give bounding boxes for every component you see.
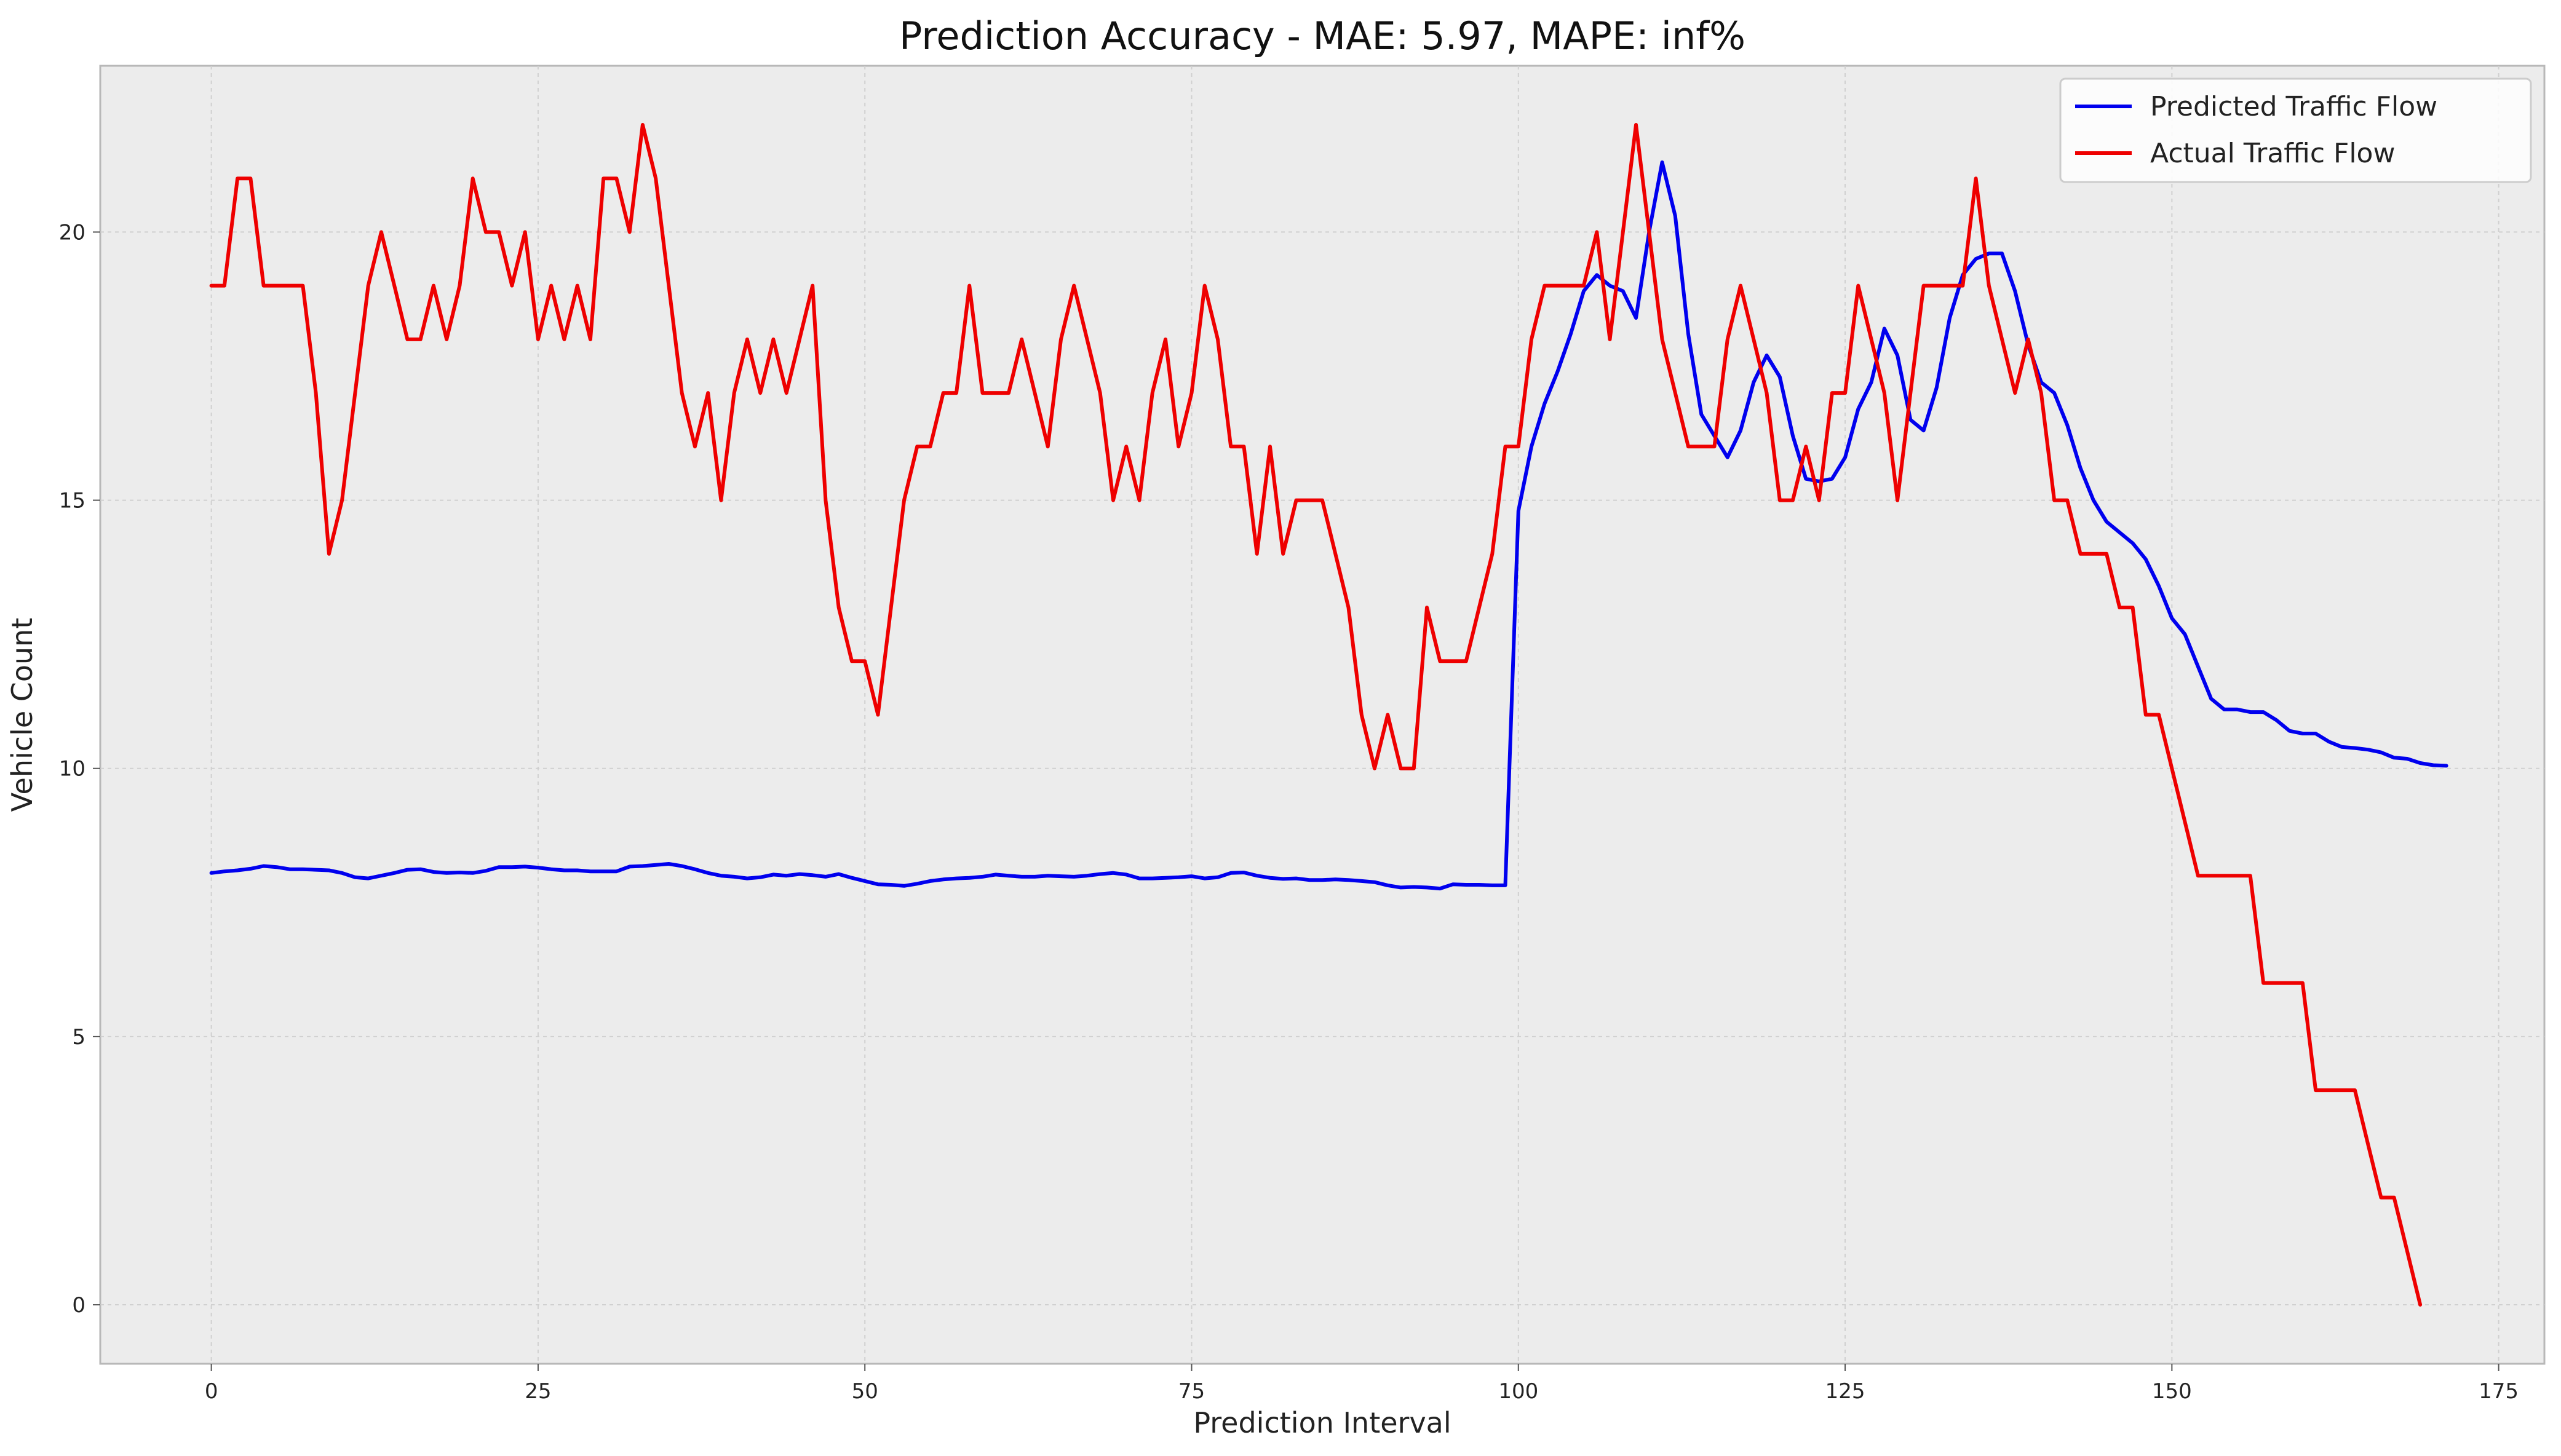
y-tick-label: 15 [59, 489, 85, 513]
x-tick-label: 125 [1825, 1379, 1865, 1404]
legend: Predicted Traffic Flow Actual Traffic Fl… [2059, 77, 2532, 183]
y-tick-label: 20 [59, 220, 85, 245]
y-tick-label: 5 [72, 1025, 85, 1050]
grid [100, 66, 2544, 1364]
y-tick-label: 10 [59, 757, 85, 781]
x-tick-label: 175 [2479, 1379, 2519, 1404]
y-tick-label: 0 [72, 1293, 85, 1318]
legend-label-actual: Actual Traffic Flow [2150, 138, 2395, 169]
plot-area [99, 65, 2546, 1365]
x-tick-label: 50 [852, 1379, 878, 1404]
actual-traffic-flow-line [209, 123, 2423, 1307]
series-lines [209, 123, 2448, 1307]
x-tick-label: 0 [205, 1379, 218, 1404]
x-tick-label: 100 [1498, 1379, 1538, 1404]
x-axis-label: Prediction Interval [1193, 1406, 1451, 1439]
x-tick-label: 25 [525, 1379, 551, 1404]
legend-label-predicted: Predicted Traffic Flow [2150, 91, 2437, 122]
x-tick-label: 150 [2152, 1379, 2192, 1404]
x-tick-label: 75 [1178, 1379, 1205, 1404]
y-axis-label: Vehicle Count [6, 618, 39, 812]
predicted-traffic-flow-line [209, 160, 2448, 891]
legend-box [2059, 77, 2532, 183]
axis-ticks: 0 25 50 75 100 125 150 175 0 5 10 15 20 [59, 220, 2519, 1404]
chart-title: Prediction Accuracy - MAE: 5.97, MAPE: i… [899, 14, 1745, 58]
